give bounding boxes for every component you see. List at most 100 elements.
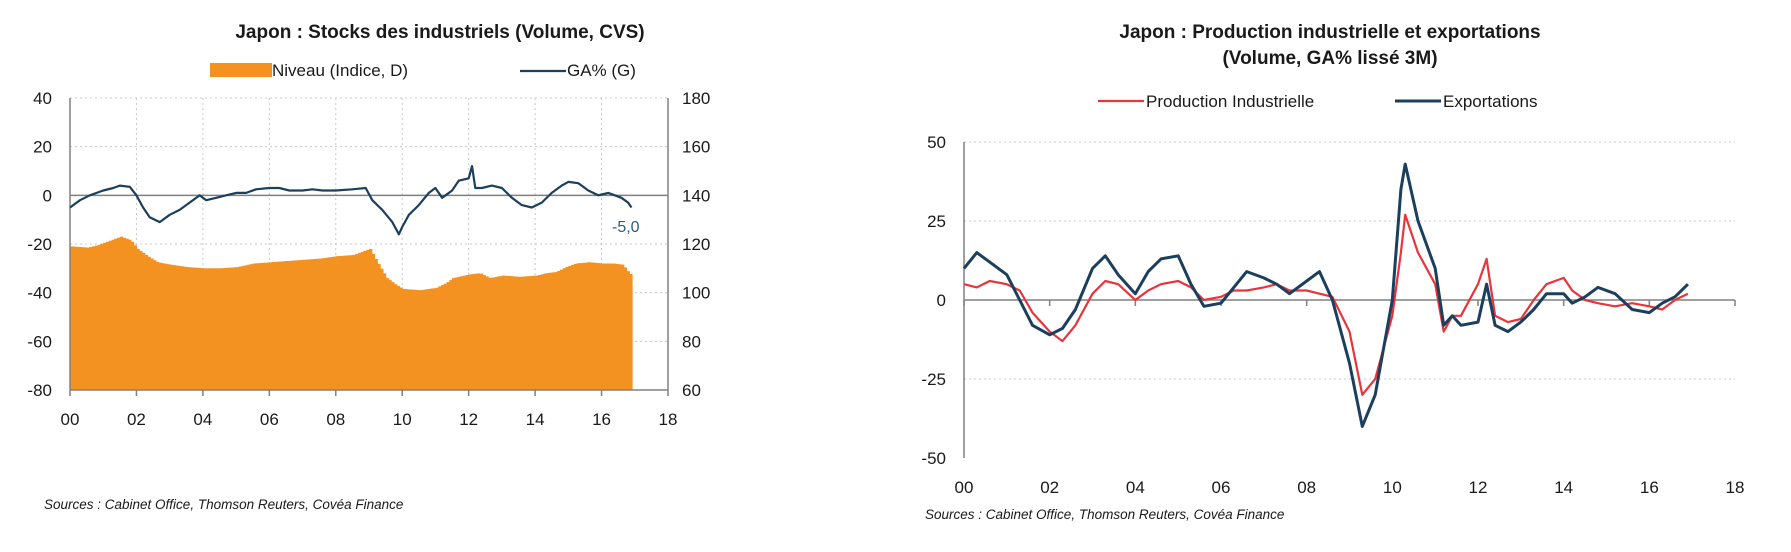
bar [72, 246, 77, 390]
bar [128, 239, 132, 390]
chart-stocks: 40 20 0 -20 -40 -60 -80 180 160 140 120 100 80 60 00 02… [27, 61, 710, 429]
y-left-tick-label: -40 [27, 284, 52, 303]
bar [97, 244, 102, 390]
bar [501, 275, 506, 390]
bar [191, 267, 196, 390]
bar [554, 272, 558, 390]
bar [153, 260, 157, 390]
bar [94, 245, 99, 390]
legend-swatch-niveau [210, 63, 272, 77]
bar [333, 256, 337, 390]
x-tick-label: 02 [127, 410, 146, 429]
bar [316, 258, 320, 390]
bar [139, 250, 143, 390]
bar [584, 262, 589, 390]
bar [446, 282, 450, 390]
x-tick-label: 14 [1554, 478, 1573, 497]
bar-series-niveau [70, 236, 633, 391]
bar [382, 273, 387, 390]
bar [380, 268, 384, 390]
bar [385, 278, 389, 390]
annotation-last-value: -5,0 [612, 219, 640, 236]
bar [344, 255, 348, 390]
bar [377, 263, 381, 390]
bar [598, 263, 603, 390]
bar [321, 258, 326, 390]
bar [117, 237, 121, 390]
bar [410, 289, 414, 390]
y-right-tick-label: 80 [682, 332, 701, 351]
bar [393, 284, 398, 390]
bar [463, 275, 467, 390]
y-left-tick-label: 20 [33, 138, 52, 157]
chart-title-production: Japon : Production industrielle et expor… [1119, 22, 1541, 69]
bar [75, 246, 79, 390]
bar [83, 247, 88, 390]
bar [158, 262, 162, 390]
bar [238, 266, 243, 390]
bar [507, 276, 511, 390]
x-tick-label: 06 [1212, 478, 1231, 497]
chart-source-production: Sources : Cabinet Office, Thomson Reuter… [925, 507, 1285, 522]
bar [208, 268, 212, 390]
bar [147, 256, 151, 390]
x-tick-label: 08 [326, 410, 345, 429]
bar [416, 290, 420, 390]
bar [283, 261, 287, 390]
bar [360, 251, 365, 390]
bar [618, 264, 622, 390]
bar [620, 264, 625, 390]
bar [346, 255, 351, 390]
bar [369, 248, 373, 390]
legend-label-ga: GA% (G) [567, 61, 636, 80]
bar [496, 276, 500, 390]
bar [144, 255, 149, 390]
bar [551, 272, 556, 390]
bar [247, 264, 251, 390]
bar [407, 289, 412, 390]
bar [582, 262, 586, 390]
bar [468, 274, 473, 390]
bar [288, 260, 293, 390]
bar [524, 276, 528, 390]
bar [609, 263, 614, 390]
bar [479, 273, 484, 390]
bar [607, 263, 611, 390]
y-left-tick-label: -60 [27, 332, 52, 351]
bar [366, 249, 370, 390]
bar [587, 262, 592, 390]
bar [216, 268, 221, 390]
x-tick-label: 18 [1726, 478, 1745, 497]
bar [252, 263, 257, 390]
chart-source-stocks: Sources : Cabinet Office, Thomson Reuter… [44, 497, 404, 512]
bar [263, 262, 268, 390]
bar [465, 275, 470, 390]
bar [125, 238, 129, 390]
y-left-tick-label: -20 [27, 235, 52, 254]
bar [172, 265, 176, 390]
legend-label-exportations: Exportations [1443, 92, 1538, 111]
bar [488, 277, 492, 390]
bar [454, 277, 459, 390]
bar [111, 239, 115, 390]
bar [493, 277, 497, 390]
bar [205, 268, 210, 390]
bar [404, 289, 409, 390]
chart-panel-production: Japon : Production industrielle et expor… [880, 0, 1791, 552]
bar [510, 276, 514, 390]
bar [427, 289, 431, 390]
bar [200, 268, 204, 390]
chart-panel-stocks: Japon : Stocks des industriels (Volume, … [0, 0, 800, 552]
y-right-tick-label: 140 [682, 186, 710, 205]
bar [571, 264, 575, 390]
bar [512, 276, 517, 390]
bar [213, 268, 218, 390]
bar [576, 263, 581, 390]
x-tick-label: 14 [526, 410, 545, 429]
bar [371, 253, 376, 390]
bar [543, 273, 547, 390]
bar [100, 243, 104, 390]
bar [189, 267, 193, 390]
bar [274, 261, 279, 390]
bar [540, 274, 545, 390]
